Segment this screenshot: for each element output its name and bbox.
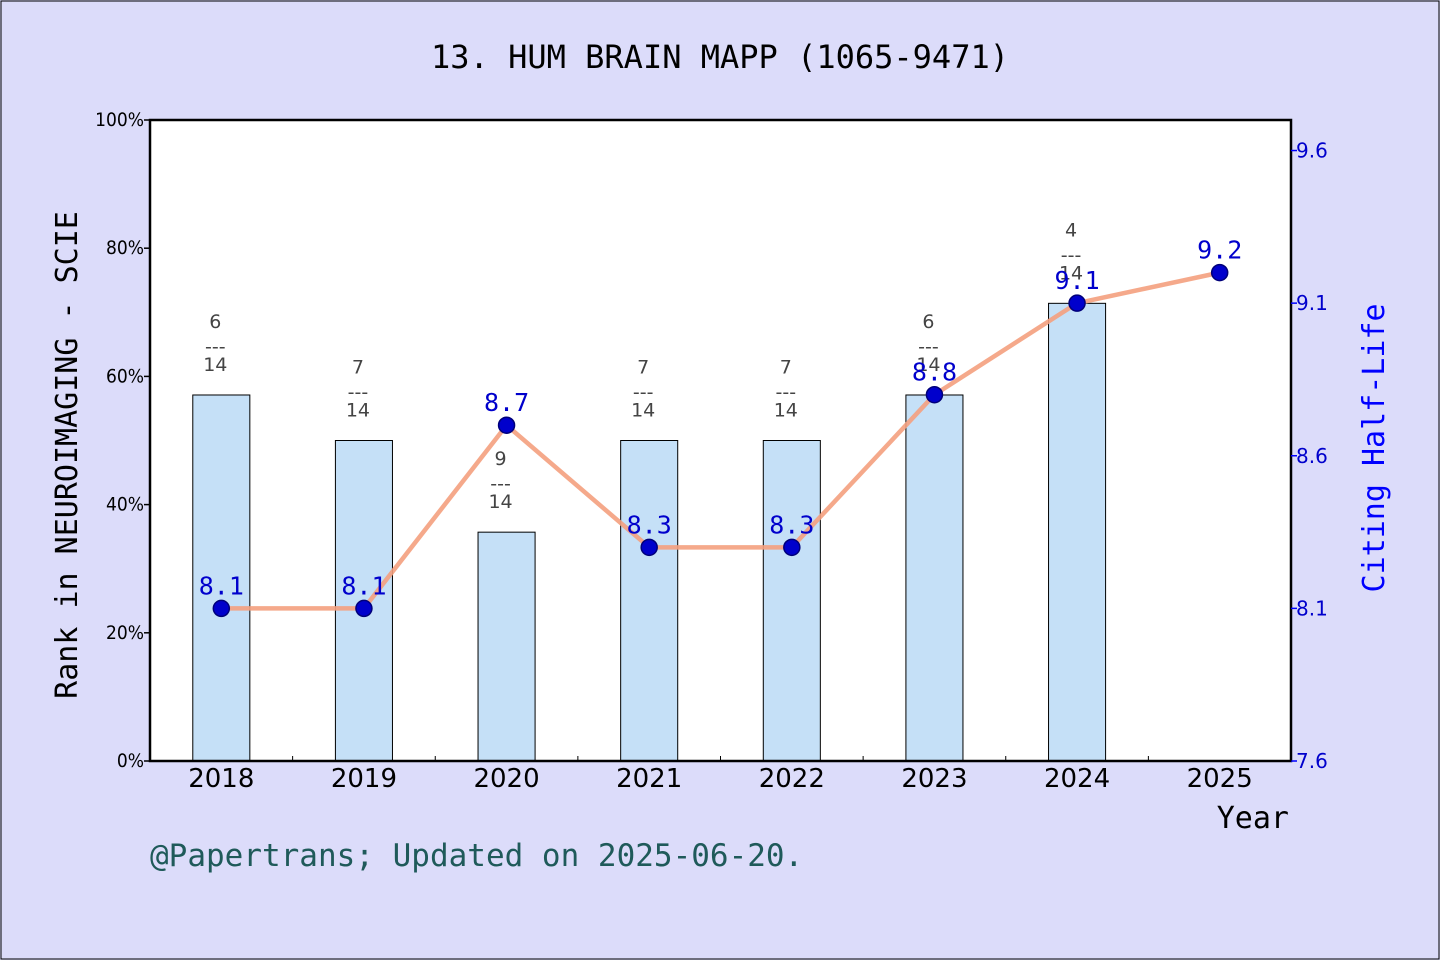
x-tick-label: 2022 <box>759 764 825 794</box>
bar-rank-separator: --- <box>348 382 369 404</box>
bar-rank-separator: --- <box>490 473 511 495</box>
x-tick-label: 2025 <box>1187 764 1253 794</box>
bar-rank-total: 14 <box>916 354 940 376</box>
y-axis-right: 7.6 8.1 8.6 9.1 9.6 <box>1291 139 1328 773</box>
y2-tick-label: 8.1 <box>1296 596 1328 620</box>
y-axis-left: 0% 20% 40% 60% 80% 100% <box>95 109 150 772</box>
x-tick-label: 2021 <box>616 764 682 794</box>
half-life-marker <box>925 385 944 404</box>
half-life-value-label: 8.8 <box>912 358 957 387</box>
plot-area <box>150 120 1291 761</box>
bar <box>1048 302 1107 762</box>
bar-rank-separator: --- <box>918 336 939 358</box>
bar-rank-total: 14 <box>488 491 512 513</box>
bar-rank-separator: --- <box>633 382 654 404</box>
y-tick-label: 100% <box>95 109 144 131</box>
bar-rank-separator: --- <box>776 382 797 404</box>
x-axis-label: Year <box>1217 801 1289 836</box>
bar-labels-layer: 6---14 7---149---147---147---146---144---… <box>203 219 1083 513</box>
bar-rank-separator: --- <box>1061 244 1082 266</box>
y-tick-label: 80% <box>106 237 144 259</box>
bar <box>905 394 964 762</box>
x-tick-label: 2020 <box>473 764 539 794</box>
bar-rank-total: 14 <box>631 400 655 422</box>
x-tick-label: 2024 <box>1044 764 1110 794</box>
bars-layer <box>192 302 1107 762</box>
y2-tick-label: 9.1 <box>1296 291 1328 315</box>
bar-rank-label: 6 <box>922 311 934 333</box>
x-axis: 2018 2019 2020 2021 2022 2023 2024 2025 <box>149 756 1292 794</box>
half-life-line <box>219 270 1222 611</box>
half-life-value-label: 8.1 <box>341 571 386 600</box>
line-layer: 8.1 8.1 8.7 8.3 8.3 8.8 9.1 9.2 <box>199 236 1242 618</box>
half-life-marker <box>783 538 801 557</box>
half-life-value-label: 8.7 <box>484 388 529 417</box>
half-life-value-label: 9.1 <box>1054 266 1099 295</box>
bar-rank-total: 14 <box>346 400 370 422</box>
half-life-marker <box>1068 294 1086 312</box>
bar-rank-total: 14 <box>774 400 798 422</box>
half-life-marker <box>355 599 373 618</box>
bar-rank-total: 14 <box>1059 262 1083 284</box>
bar-rank-label: 7 <box>352 357 364 379</box>
half-life-marker <box>497 416 516 434</box>
y2-tick-label: 7.6 <box>1296 749 1328 773</box>
bar-rank-label: 9 <box>495 448 507 470</box>
bar <box>620 440 679 762</box>
bar-rank-label: 7 <box>780 357 792 379</box>
half-life-value-label: 8.3 <box>627 510 672 539</box>
bar <box>192 394 251 762</box>
half-life-value-label: 8.1 <box>199 571 244 600</box>
y-axis-label: Rank in NEUROIMAGING - SCIE <box>50 211 85 699</box>
half-life-value-label: 8.3 <box>769 510 814 539</box>
bar-rank-label: 4 <box>1065 219 1077 241</box>
y2-tick-label: 8.6 <box>1296 444 1328 468</box>
y2-axis-label: Citing Half-Life <box>1357 304 1392 593</box>
half-life-marker <box>212 599 231 618</box>
half-life-value-label: 9.2 <box>1197 236 1242 265</box>
bar-rank-label: 7 <box>637 357 649 379</box>
half-life-marker <box>640 538 658 557</box>
x-tick-label: 2019 <box>331 764 397 794</box>
bar-rank-total: 14 <box>203 354 227 376</box>
x-tick-label: 2018 <box>188 764 254 794</box>
x-tick-label: 2023 <box>901 764 967 794</box>
bar-rank-separator: --- <box>205 336 226 358</box>
footer-credit: @Papertrans; Updated on 2025-06-20. <box>150 838 803 874</box>
bar-rank-label: 6 <box>209 311 221 333</box>
chart-title: 13. HUM BRAIN MAPP (1065-9471) <box>431 38 1009 76</box>
y-tick-label: 20% <box>106 622 144 644</box>
bar <box>477 531 536 762</box>
y-tick-label: 60% <box>106 365 144 387</box>
half-life-marker <box>1210 263 1229 282</box>
y-tick-label: 0% <box>117 750 144 772</box>
bar <box>762 440 821 762</box>
y-tick-label: 40% <box>106 494 144 516</box>
y2-tick-label: 9.6 <box>1296 139 1328 163</box>
